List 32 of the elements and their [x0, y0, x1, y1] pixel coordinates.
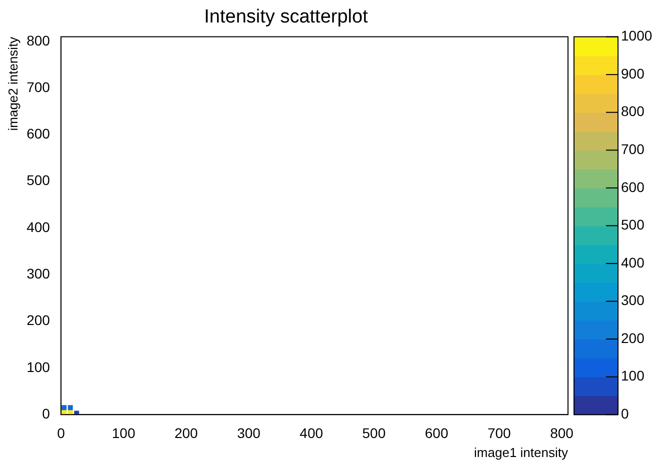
color-bar-label: 100: [621, 368, 645, 384]
y-tick-label: 100: [26, 358, 50, 375]
y-tick-label: 400: [26, 218, 50, 235]
y-tick-label: 800: [26, 32, 50, 48]
color-bar-label: 900: [621, 65, 645, 82]
color-bar-label: 1000: [621, 28, 652, 44]
color-bar-label: 500: [621, 216, 645, 233]
y-tick-label: 700: [26, 78, 50, 95]
x-tick-label: 700: [487, 424, 512, 441]
color-bar-label: 200: [621, 330, 645, 346]
x-tick-label: 200: [174, 424, 198, 441]
chart-title: Intensity scatterplot: [204, 6, 369, 28]
y-tick-label: 300: [26, 266, 50, 282]
color-bar-label: 0: [621, 405, 629, 422]
color-bar-label: 600: [621, 178, 645, 195]
color-bar-label: 300: [621, 292, 645, 308]
x-tick-label: 0: [57, 424, 66, 441]
color-bar-label: 400: [621, 254, 645, 270]
x-tick-label: 400: [300, 424, 324, 441]
color-bar-label: 700: [621, 141, 645, 157]
y-tick-label: 200: [26, 312, 50, 328]
y-axis-title: image2 intensity: [5, 36, 20, 131]
y-tick-label: 500: [26, 172, 50, 188]
x-tick-label: 500: [362, 424, 386, 441]
x-tick-label: 300: [237, 424, 261, 441]
color-bar-label: 800: [621, 103, 645, 120]
x-axis-title: image1 intensity: [474, 444, 568, 460]
x-tick-label: 800: [550, 424, 574, 441]
x-tick-label: 100: [112, 424, 136, 441]
x-tick-label: 600: [424, 424, 448, 441]
y-tick-label: 0: [42, 405, 50, 422]
y-tick-label: 600: [26, 126, 50, 142]
